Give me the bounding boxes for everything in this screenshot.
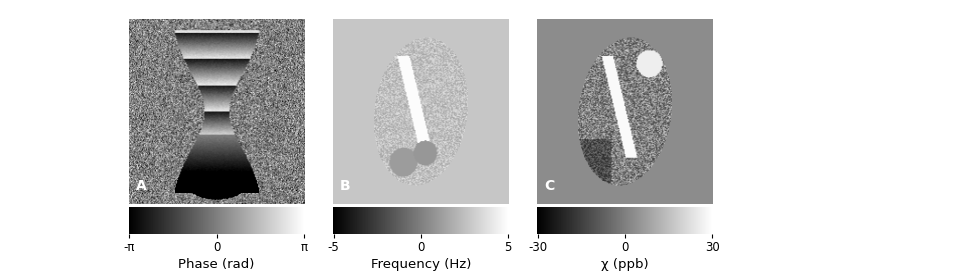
X-axis label: χ (ppb): χ (ppb) xyxy=(601,258,649,271)
Text: C: C xyxy=(544,179,555,193)
X-axis label: Phase (rad): Phase (rad) xyxy=(178,258,255,271)
Text: B: B xyxy=(340,179,351,193)
Text: A: A xyxy=(136,179,146,193)
X-axis label: Frequency (Hz): Frequency (Hz) xyxy=(371,258,471,271)
